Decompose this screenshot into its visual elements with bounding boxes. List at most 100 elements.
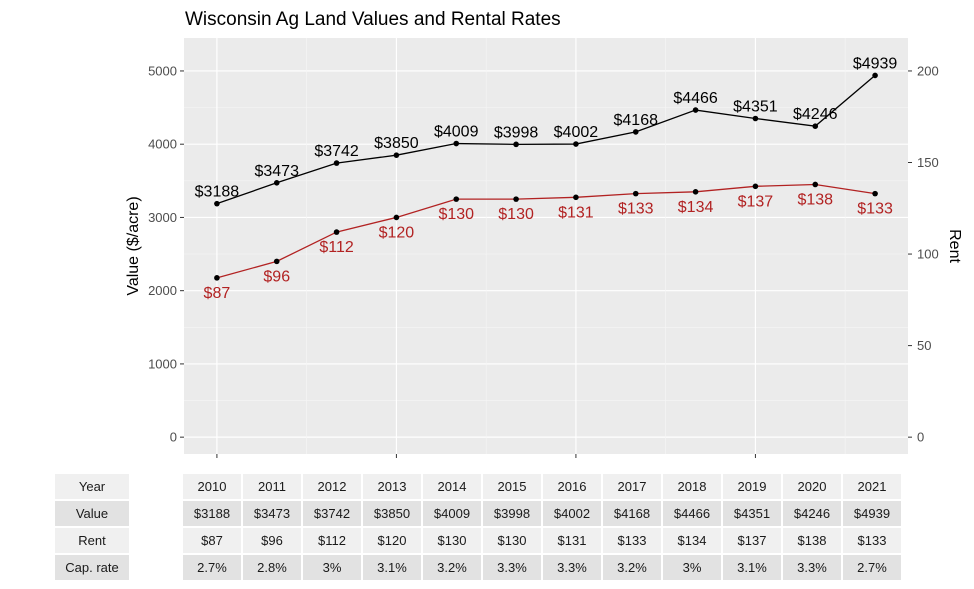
y2-tick-label: 150 <box>917 155 939 170</box>
row-label-cap-rate: Cap. rate <box>55 555 129 580</box>
value-data-label: $3473 <box>254 163 299 180</box>
value-data-label: $3188 <box>195 184 240 201</box>
table-cell: $4009 <box>423 501 481 526</box>
table-row-labels: Year Value Rent Cap. rate <box>53 472 131 582</box>
right-axis: 0 50 100 150 200 <box>908 63 939 445</box>
y-tick-label: 1000 <box>148 356 177 371</box>
y-tick-label: 0 <box>170 430 177 445</box>
table-cell: $133 <box>603 528 661 553</box>
rent-data-label: $133 <box>857 201 893 218</box>
rent-data-label: $130 <box>438 206 474 223</box>
value-data-label: $4009 <box>434 124 479 141</box>
rent-data-label: $137 <box>738 193 774 210</box>
y-axis-label: Value ($/acre) <box>125 196 142 295</box>
value-data-label: $3998 <box>494 124 539 141</box>
value-data-label: $4168 <box>614 112 659 129</box>
table-cell: 3% <box>663 555 721 580</box>
table-cell: $138 <box>783 528 841 553</box>
value-point <box>273 179 280 186</box>
rent-data-label: $87 <box>204 285 231 302</box>
table-cell: $4002 <box>543 501 601 526</box>
value-point <box>573 141 579 147</box>
table-cell: 3.1% <box>363 555 421 580</box>
series-layer: $3188 $3473 $3742 $3850 $4009 $3998 $4002 $4168… <box>195 55 898 301</box>
table-cell: $3473 <box>243 501 301 526</box>
chart-title: Wisconsin Ag Land Values and Rental Rate… <box>185 9 561 30</box>
rent-point <box>333 229 340 235</box>
left-axis: 0 1000 2000 3000 4000 5000 <box>148 63 756 458</box>
rent-point <box>812 181 819 188</box>
rent-point <box>632 190 639 197</box>
value-point <box>812 123 819 129</box>
table-row: 2010 2011 2012 2013 2014 2015 2016 2017 2018 2019… <box>183 474 901 499</box>
rent-point <box>214 275 220 281</box>
table-cell: 2.7% <box>183 555 241 580</box>
table-cell: 2021 <box>843 474 901 499</box>
y2-tick-label: 100 <box>917 247 939 262</box>
rent-data-label: $120 <box>379 224 415 241</box>
table-cell: $3998 <box>483 501 541 526</box>
table-row: $87 $96 $112 $120 $130 $130 $131 $133 $134 $137 $1… <box>183 528 901 553</box>
table-cell: 3.3% <box>783 555 841 580</box>
table-cell: 2018 <box>663 474 721 499</box>
table-cell: $133 <box>843 528 901 553</box>
value-data-label: $4939 <box>853 55 898 72</box>
plot-panel <box>184 38 908 454</box>
table-cell: $4466 <box>663 501 721 526</box>
rent-data-label: $133 <box>618 201 654 218</box>
y-tick-label: 2000 <box>148 283 177 298</box>
rent-point <box>692 189 699 195</box>
table-cell: $137 <box>723 528 781 553</box>
table-cell: 2015 <box>483 474 541 499</box>
table-cell: 3.2% <box>423 555 481 580</box>
rent-point <box>872 190 878 197</box>
table-cell: 2012 <box>303 474 361 499</box>
rent-data-label: $96 <box>263 268 290 285</box>
rent-data-label: $130 <box>498 206 534 223</box>
data-table: 2010 2011 2012 2013 2014 2015 2016 2017 2018 2019… <box>181 472 903 582</box>
table-cell: 3.2% <box>603 555 661 580</box>
table-cell: $4939 <box>843 501 901 526</box>
gridlines <box>184 38 908 454</box>
value-data-label: $4351 <box>733 98 778 115</box>
table-cell: $130 <box>483 528 541 553</box>
rent-point <box>273 258 280 265</box>
value-data-label: $3742 <box>314 143 359 160</box>
table-row: 2.7% 2.8% 3% 3.1% 3.2% 3.3% 3.3% 3.2% 3% 3.1% 3.3%… <box>183 555 901 580</box>
value-data-label: $4466 <box>673 90 718 107</box>
table-cell: 2017 <box>603 474 661 499</box>
table-cell: 2010 <box>183 474 241 499</box>
table-row: $3188 $3473 $3742 $3850 $4009 $3998 $4002 $4168… <box>183 501 901 526</box>
value-point <box>752 115 759 122</box>
table-cell: $87 <box>183 528 241 553</box>
table-cell: 3% <box>303 555 361 580</box>
table-cell: $131 <box>543 528 601 553</box>
table-cell: $4168 <box>603 501 661 526</box>
value-point <box>872 72 878 79</box>
table-cell: $3742 <box>303 501 361 526</box>
table-cell: $130 <box>423 528 481 553</box>
value-point <box>513 141 519 148</box>
y-tick-label: 3000 <box>148 210 177 225</box>
rent-point <box>453 196 460 202</box>
table-cell: $4351 <box>723 501 781 526</box>
table-cell: $96 <box>243 528 301 553</box>
rent-point <box>513 196 519 202</box>
value-point <box>632 129 639 135</box>
table-cell: $120 <box>363 528 421 553</box>
table-cell: 2019 <box>723 474 781 499</box>
row-label-value: Value <box>55 501 129 526</box>
table-cell: 2.8% <box>243 555 301 580</box>
y-tick-label: 4000 <box>148 137 177 152</box>
y2-tick-label: 50 <box>917 338 931 353</box>
table-cell: 2.7% <box>843 555 901 580</box>
table-cell: 3.3% <box>483 555 541 580</box>
table-cell: 2020 <box>783 474 841 499</box>
value-point <box>393 152 400 158</box>
value-point <box>214 200 220 207</box>
table-cell: $134 <box>663 528 721 553</box>
table-cell: 2013 <box>363 474 421 499</box>
y-tick-label: 5000 <box>148 63 177 78</box>
table-cell: 2016 <box>543 474 601 499</box>
value-data-label: $4002 <box>554 124 599 141</box>
